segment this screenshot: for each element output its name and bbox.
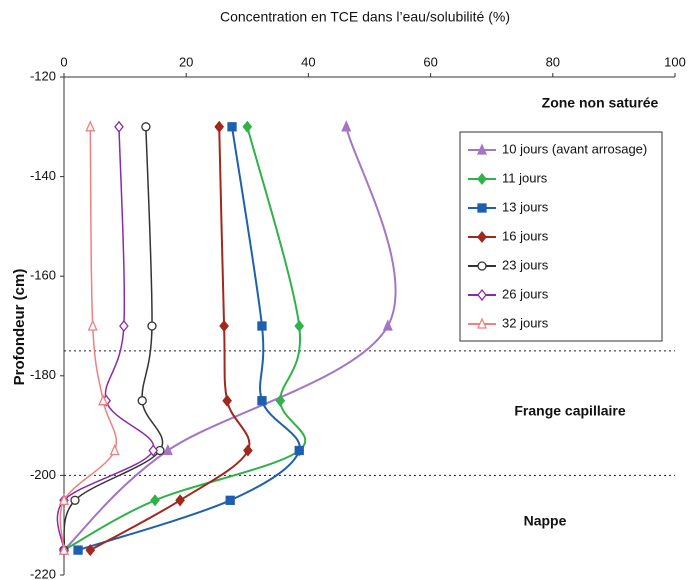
marker xyxy=(87,319,98,331)
marker xyxy=(477,203,487,213)
x-tick-label: 60 xyxy=(423,54,437,69)
marker xyxy=(150,494,160,507)
annotation: Zone non saturée xyxy=(542,95,659,111)
marker xyxy=(98,394,109,406)
x-tick-label: 80 xyxy=(546,54,560,69)
marker xyxy=(257,396,267,406)
marker xyxy=(476,143,488,155)
legend-label: 11 jours xyxy=(502,170,548,185)
legend: 10 jours (avant arrosage) 11 jours 13 jour… xyxy=(459,131,663,342)
x-tick-label: 40 xyxy=(301,54,315,69)
x-tick-label: 100 xyxy=(664,54,686,69)
series-line xyxy=(77,126,301,552)
marker xyxy=(476,317,488,329)
marker xyxy=(243,444,253,457)
marker xyxy=(222,394,232,407)
marker xyxy=(341,120,352,132)
series-line xyxy=(89,126,251,551)
x-tick-label: 0 xyxy=(60,54,67,69)
marker xyxy=(294,319,305,333)
legend-label: 23 jours xyxy=(502,257,549,272)
series-line xyxy=(63,126,307,551)
marker xyxy=(477,288,487,302)
series-line xyxy=(63,126,397,551)
marker xyxy=(477,261,487,271)
marker xyxy=(219,319,229,333)
legend-label: 16 jours xyxy=(502,228,549,243)
marker xyxy=(109,443,120,456)
y-tick-label: -160 xyxy=(30,268,56,283)
marker xyxy=(175,494,185,507)
marker xyxy=(162,443,173,456)
series-line xyxy=(63,126,164,551)
marker xyxy=(227,122,237,132)
marker xyxy=(225,495,235,505)
marker xyxy=(275,394,286,407)
marker xyxy=(477,172,487,186)
y-tick-label: -220 xyxy=(30,566,56,580)
legend-label: 26 jours xyxy=(502,286,549,301)
legend-label: 13 jours xyxy=(502,199,549,214)
series-line xyxy=(59,126,117,551)
marker xyxy=(73,545,83,555)
series-line xyxy=(56,126,155,551)
chart-title: Concentration en TCE dans l’eau/solubili… xyxy=(220,9,510,25)
legend-label: 32 jours xyxy=(502,315,549,330)
annotation: Nappe xyxy=(524,513,567,529)
marker xyxy=(137,396,147,406)
marker xyxy=(70,495,80,505)
marker xyxy=(58,543,70,555)
marker xyxy=(257,321,267,331)
x-tick-label: 20 xyxy=(179,54,193,69)
legend-label: 10 jours (avant arrosage) xyxy=(502,141,647,156)
marker xyxy=(242,120,253,133)
annotation: Frange capillaire xyxy=(514,403,625,419)
y-tick-label: -180 xyxy=(30,367,56,382)
y-tick-label: -120 xyxy=(30,68,56,83)
y-tick-label: -140 xyxy=(30,168,56,183)
y-tick-label: -200 xyxy=(30,467,56,482)
marker xyxy=(147,321,157,331)
y-axis-label: Profondeur (cm) xyxy=(11,269,28,386)
marker xyxy=(477,230,487,244)
marker xyxy=(85,544,96,557)
marker xyxy=(214,120,225,133)
marker xyxy=(141,122,151,132)
marker xyxy=(148,444,159,457)
marker xyxy=(119,319,129,333)
marker xyxy=(58,493,70,505)
marker xyxy=(85,120,96,132)
marker xyxy=(114,120,124,133)
marker xyxy=(294,445,304,456)
marker xyxy=(382,319,393,331)
